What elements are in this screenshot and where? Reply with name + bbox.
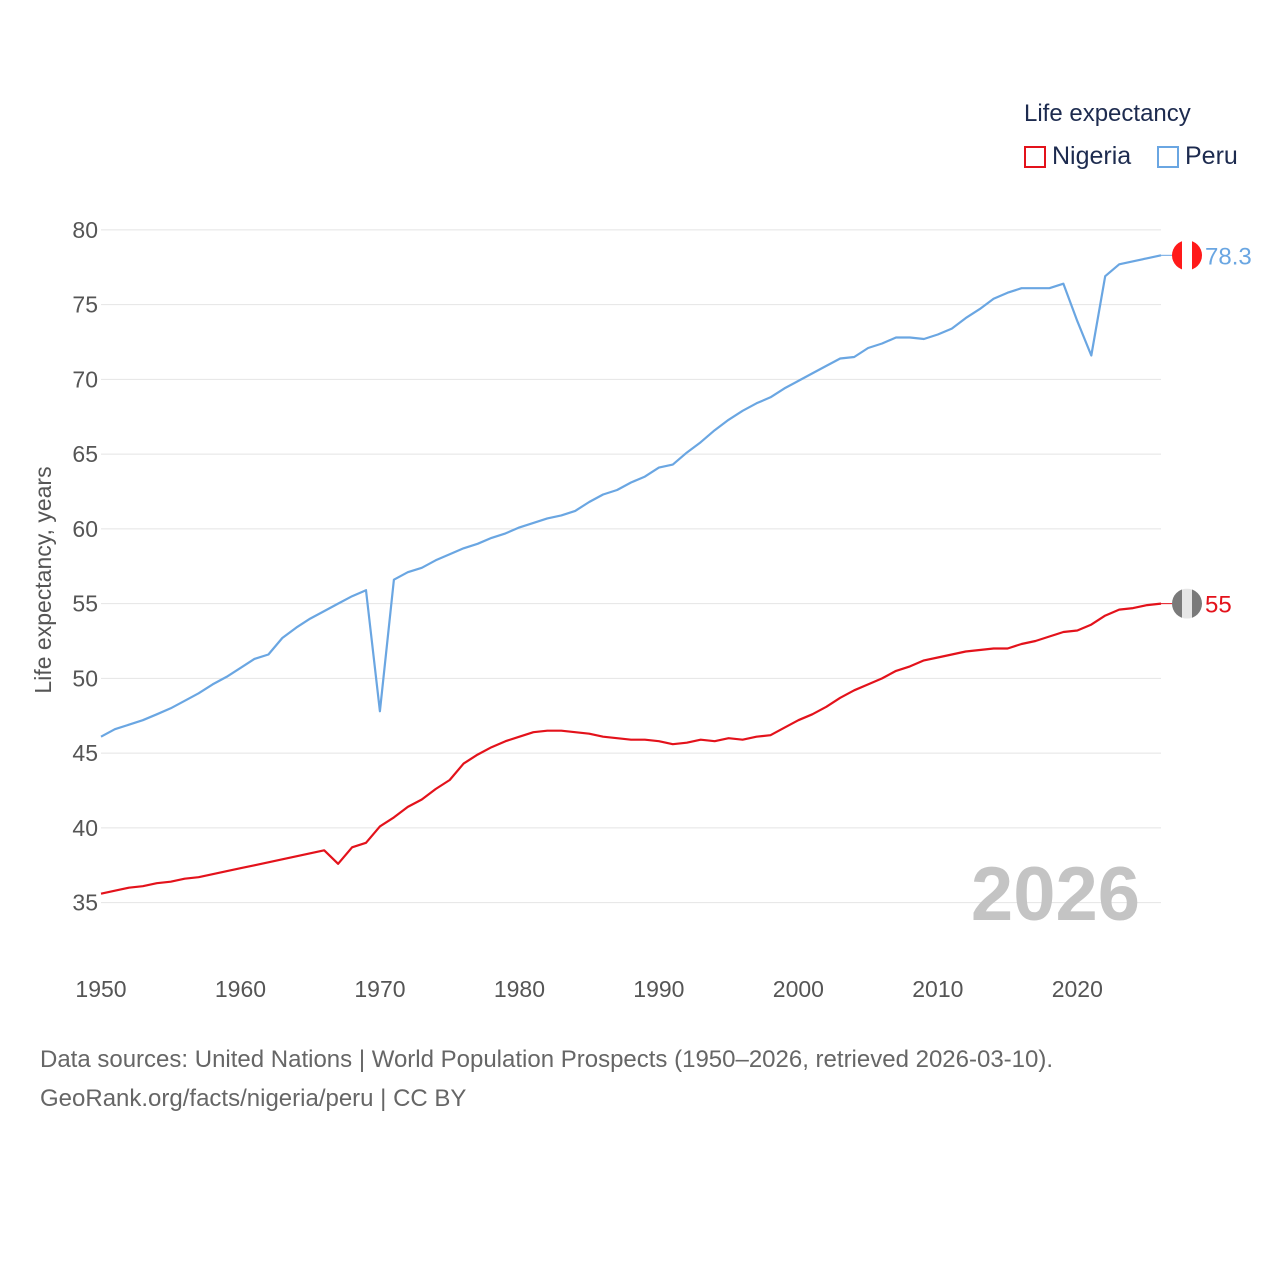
x-tick-label: 2000 xyxy=(773,976,824,1002)
legend-title: Life expectancy xyxy=(1024,100,1191,127)
nigeria-flag-icon xyxy=(1172,588,1202,619)
gridlines xyxy=(101,229,1161,904)
peru-flag-icon xyxy=(1172,240,1202,271)
legend-swatch-nigeria xyxy=(1024,145,1046,168)
legend-label-peru: Peru xyxy=(1185,142,1238,170)
y-tick-label: 45 xyxy=(72,740,98,766)
y-tick-label: 65 xyxy=(72,441,98,467)
y-tick-label: 55 xyxy=(72,591,98,617)
legend-item-peru[interactable]: Peru xyxy=(1157,142,1238,171)
x-axis-ticks: 1950 1960 1970 1980 1990 2000 2010 2020 xyxy=(75,976,1102,1002)
series-line-peru xyxy=(100,254,1162,738)
x-tick-label: 2020 xyxy=(1052,976,1103,1002)
series-end-markers: 55 78.3 xyxy=(1161,240,1252,619)
x-tick-label: 1970 xyxy=(354,976,405,1002)
y-tick-label: 60 xyxy=(72,516,98,542)
y-axis-ticks: 35 40 45 50 55 60 65 70 75 80 xyxy=(72,217,98,916)
y-tick-label: 80 xyxy=(72,217,98,243)
y-tick-label: 75 xyxy=(72,292,98,318)
series-lines xyxy=(100,254,1162,895)
end-value-label-nigeria: 55 xyxy=(1205,592,1232,619)
legend-swatch-peru xyxy=(1157,145,1179,168)
y-tick-label: 35 xyxy=(72,890,98,916)
y-tick-label: 70 xyxy=(72,366,98,392)
x-tick-label: 2010 xyxy=(912,976,963,1002)
legend-item-nigeria[interactable]: Nigeria xyxy=(1024,142,1131,171)
x-tick-label: 1990 xyxy=(633,976,684,1002)
year-watermark: 2026 xyxy=(971,852,1140,937)
x-tick-label: 1950 xyxy=(75,976,126,1002)
data-sources-text: Data sources: United Nations | World Pop… xyxy=(40,1046,1054,1073)
attribution-text: GeoRank.org/facts/nigeria/peru | CC BY xyxy=(40,1085,467,1112)
x-tick-label: 1960 xyxy=(215,976,266,1002)
x-tick-label: 1980 xyxy=(494,976,545,1002)
y-axis-label: Life expectancy, years xyxy=(30,466,56,693)
y-tick-label: 40 xyxy=(72,815,98,841)
end-value-label-peru: 78.3 xyxy=(1205,243,1252,270)
legend-label-nigeria: Nigeria xyxy=(1052,142,1132,170)
series-line-nigeria xyxy=(100,602,1162,895)
y-tick-label: 50 xyxy=(72,665,98,691)
